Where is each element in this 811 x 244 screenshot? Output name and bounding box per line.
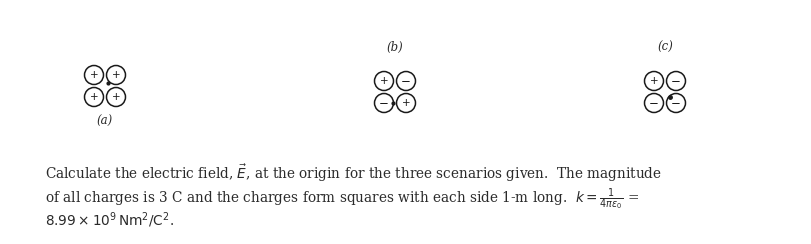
Circle shape bbox=[374, 93, 393, 112]
Text: −: − bbox=[379, 96, 388, 110]
Circle shape bbox=[666, 71, 684, 91]
Text: Calculate the electric field, $\vec{E}$, at the origin for the three scenarios g: Calculate the electric field, $\vec{E}$,… bbox=[45, 162, 661, 183]
Text: +: + bbox=[649, 76, 658, 86]
Text: $8.99 \times 10^9\,\mathrm{Nm}^2/\mathrm{C}^2$.: $8.99 \times 10^9\,\mathrm{Nm}^2/\mathrm… bbox=[45, 210, 174, 230]
Text: +: + bbox=[112, 70, 120, 80]
Circle shape bbox=[644, 93, 663, 112]
Text: −: − bbox=[670, 96, 680, 110]
Circle shape bbox=[106, 65, 126, 84]
Text: (b): (b) bbox=[386, 41, 403, 53]
Circle shape bbox=[374, 71, 393, 91]
Text: −: − bbox=[670, 74, 680, 88]
Text: +: + bbox=[89, 70, 98, 80]
Text: (c): (c) bbox=[656, 41, 672, 53]
Text: of all charges is 3 C and the charges form squares with each side 1-m long.  $k : of all charges is 3 C and the charges fo… bbox=[45, 186, 638, 212]
Text: −: − bbox=[401, 74, 410, 88]
Circle shape bbox=[106, 88, 126, 106]
Text: +: + bbox=[89, 92, 98, 102]
Text: (a): (a) bbox=[97, 114, 113, 128]
Circle shape bbox=[84, 88, 103, 106]
Text: +: + bbox=[380, 76, 388, 86]
Circle shape bbox=[666, 93, 684, 112]
Circle shape bbox=[644, 71, 663, 91]
Circle shape bbox=[396, 93, 415, 112]
Text: +: + bbox=[112, 92, 120, 102]
Circle shape bbox=[84, 65, 103, 84]
Text: −: − bbox=[648, 96, 658, 110]
Text: +: + bbox=[401, 98, 410, 108]
Circle shape bbox=[396, 71, 415, 91]
